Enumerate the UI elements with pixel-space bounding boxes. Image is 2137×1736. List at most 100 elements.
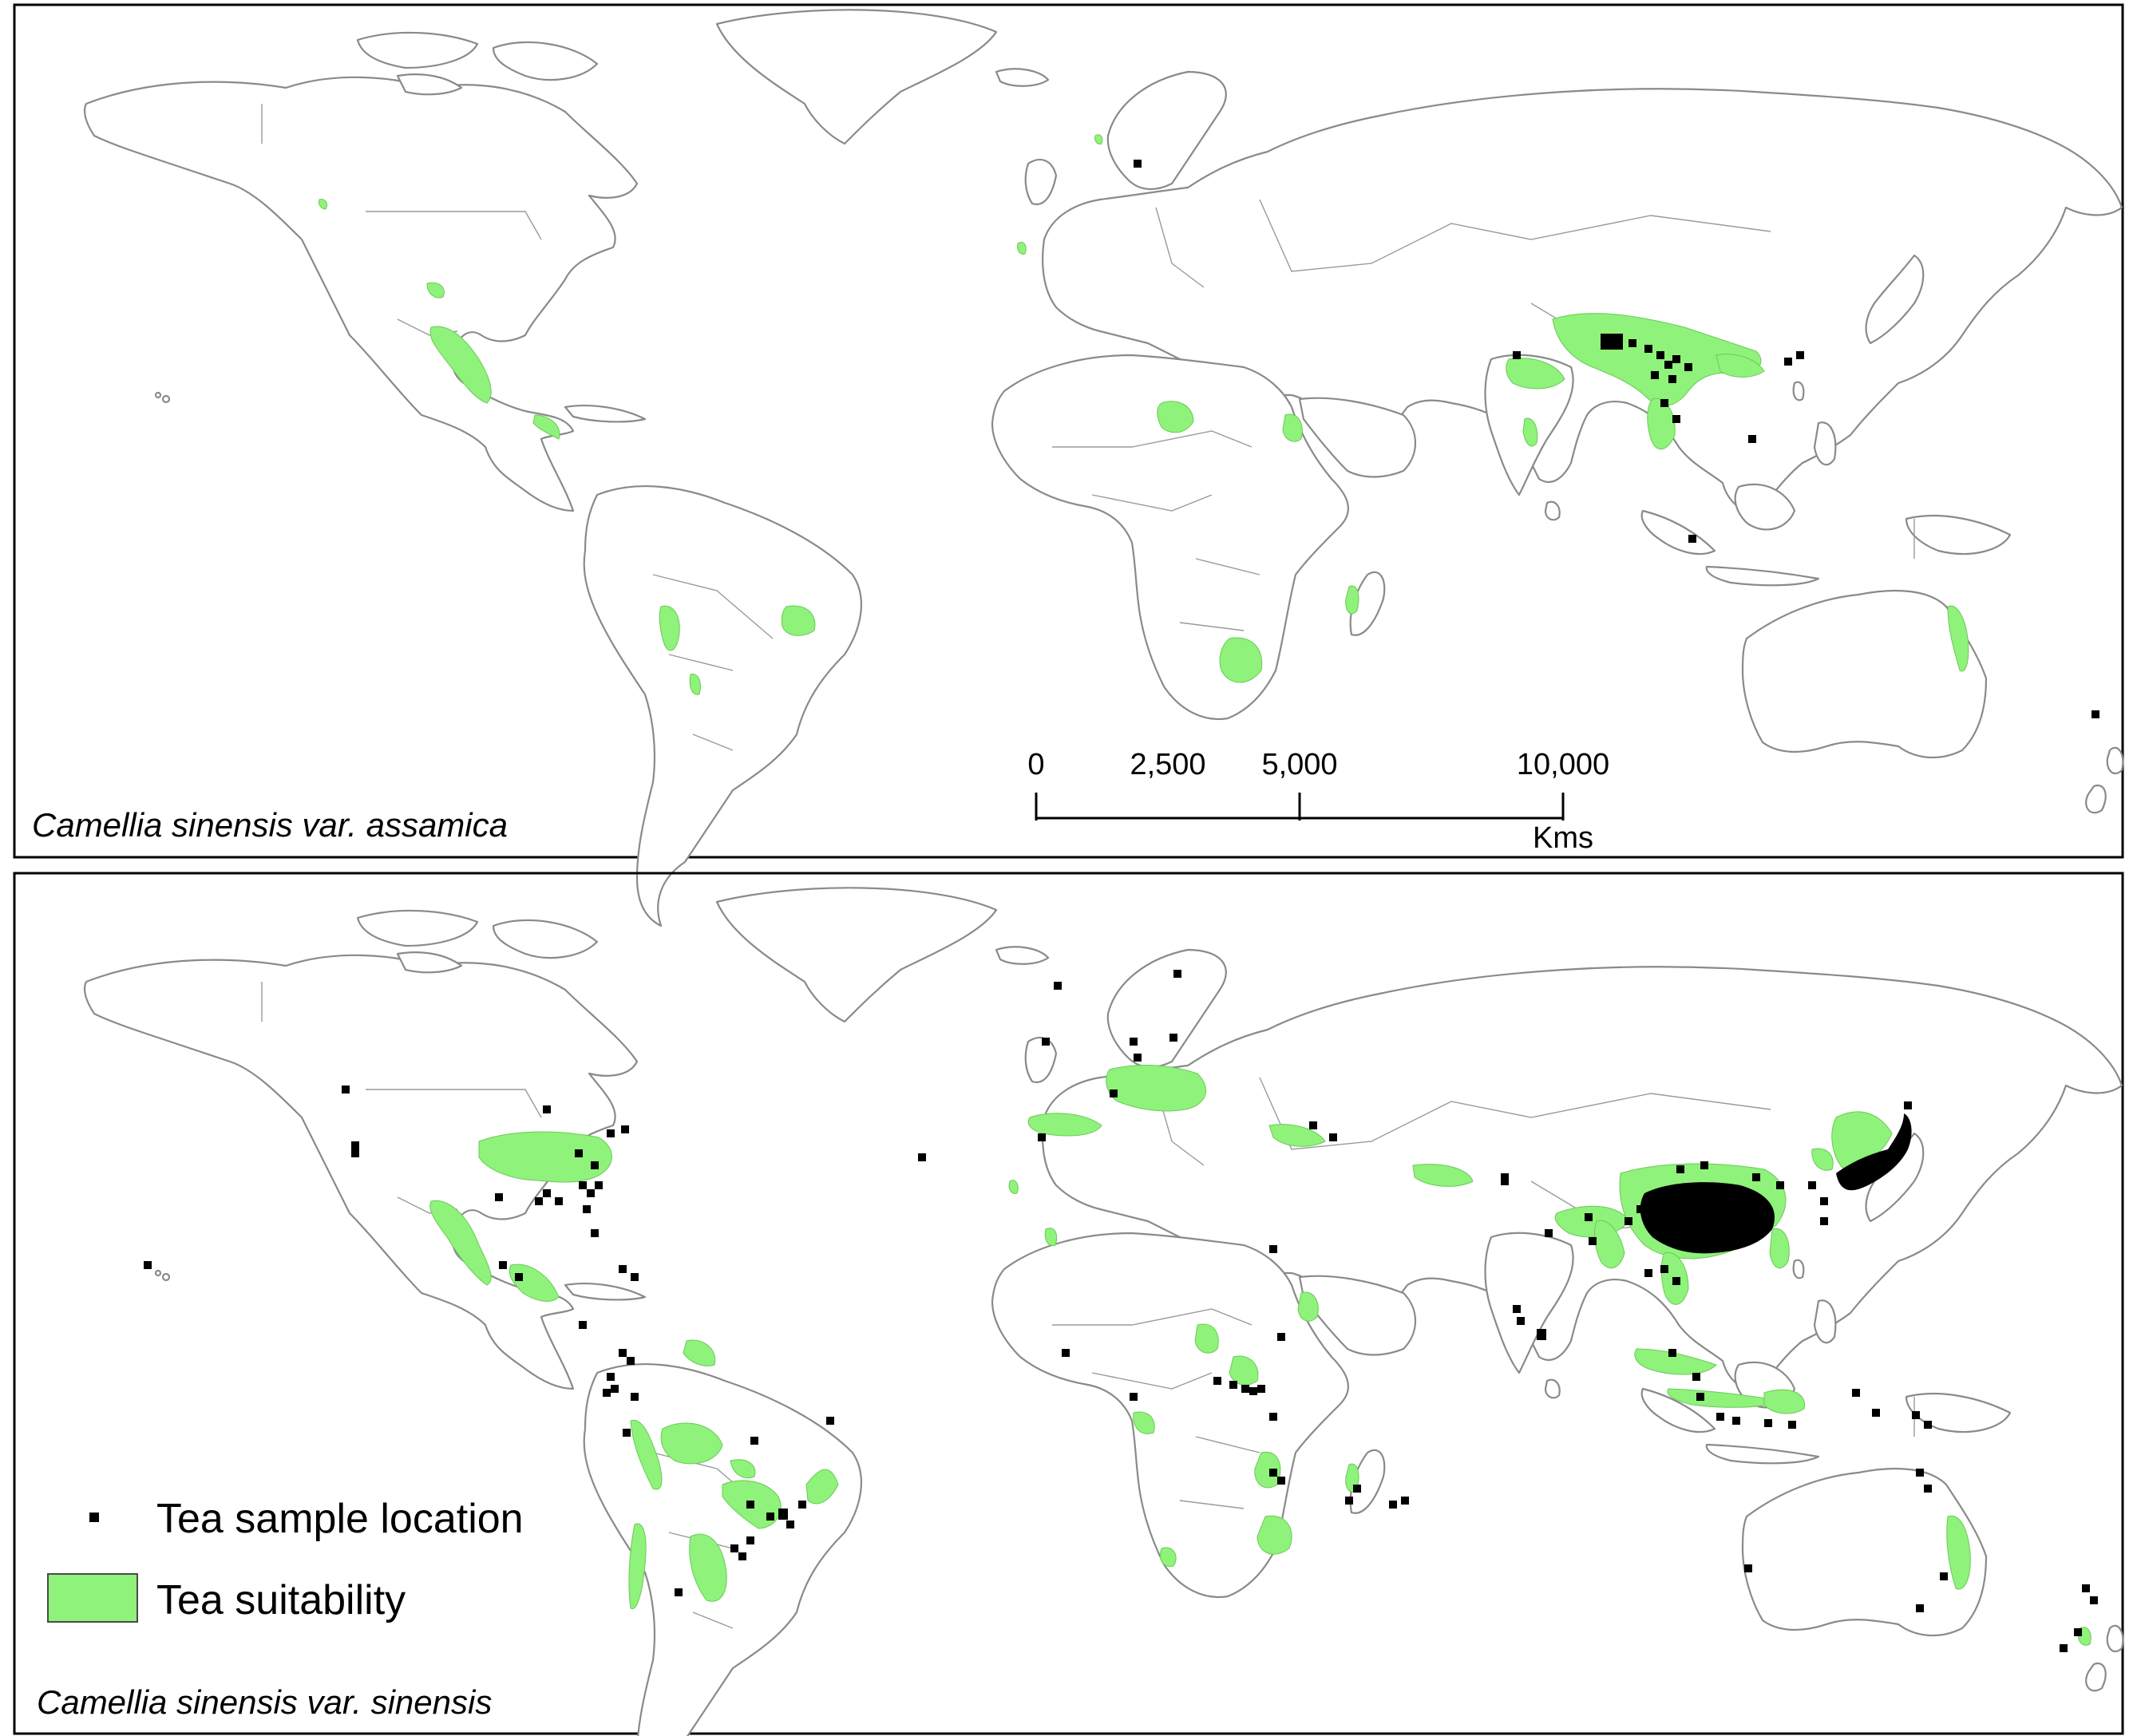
sample-point	[1110, 1089, 1118, 1097]
sample-point	[675, 1588, 683, 1596]
sample-point	[1696, 1393, 1704, 1401]
sample-point	[1784, 358, 1792, 366]
scale-tick-label: 0	[1027, 748, 1044, 781]
sample-point	[1636, 1205, 1644, 1213]
sample-point	[543, 1105, 551, 1113]
sample-point	[1130, 1393, 1138, 1401]
sample-point	[631, 1273, 639, 1281]
sample-point	[1820, 1217, 1828, 1225]
sample-point	[1744, 1564, 1752, 1572]
sample-point	[623, 1429, 631, 1437]
sample-point	[746, 1501, 754, 1509]
panel-assamica-frame	[13, 3, 2124, 859]
sample-point	[611, 1385, 619, 1393]
tea-sample-locations-sinensis	[144, 970, 2098, 1652]
sample-point	[2082, 1584, 2090, 1592]
sample-point	[1668, 375, 1676, 383]
sample-point	[1277, 1333, 1285, 1341]
sample-point	[1764, 1419, 1772, 1427]
sample-point	[607, 1373, 615, 1381]
sample-point	[1329, 1133, 1337, 1141]
tea-sample-locations-assamica	[1134, 160, 2099, 718]
sample-point	[1269, 1469, 1277, 1477]
sample-point	[1788, 1421, 1796, 1429]
sample-point	[1820, 1197, 1828, 1205]
sample-point	[778, 1509, 788, 1520]
sample-point	[1716, 1413, 1724, 1421]
sample-point	[619, 1349, 627, 1357]
sample-point	[1912, 1411, 1920, 1419]
sample-point	[1672, 355, 1680, 363]
sample-point	[2060, 1644, 2068, 1652]
panel-sinensis: Tea sample location Tea suitability Came…	[13, 872, 2124, 1736]
sample-point	[1924, 1421, 1932, 1429]
sample-point	[1345, 1497, 1353, 1505]
legend-suitability-label: Tea suitability	[156, 1577, 406, 1623]
sample-point	[1676, 1165, 1684, 1173]
sample-point	[621, 1125, 629, 1133]
sample-point	[1401, 1497, 1409, 1505]
sample-point	[351, 1141, 359, 1149]
sample-point	[583, 1205, 591, 1213]
sample-point	[1513, 1305, 1521, 1313]
sample-point	[750, 1437, 758, 1445]
sample-point	[1776, 1181, 1784, 1189]
panel-assamica: 0 2,500 5,000 10,000 Kms Camellia sinens…	[13, 3, 2124, 927]
sample-point	[535, 1197, 543, 1205]
sample-point	[1269, 1245, 1277, 1253]
sample-point	[543, 1189, 551, 1197]
sample-point	[1625, 1217, 1632, 1225]
sample-point	[1389, 1501, 1397, 1509]
sample-point	[515, 1273, 523, 1281]
sample-point	[1748, 435, 1756, 443]
sample-point	[351, 1149, 359, 1157]
sample-point	[826, 1417, 834, 1425]
sample-point	[595, 1181, 603, 1189]
sample-point	[1684, 363, 1692, 371]
sample-cluster-assam	[1601, 334, 1623, 350]
sample-point	[499, 1261, 507, 1269]
world-basemap-assamica	[83, 9, 2124, 927]
sample-point	[2090, 1596, 2098, 1604]
sample-point	[1852, 1389, 1860, 1397]
sample-point	[575, 1149, 583, 1157]
scale-unit-label: Kms	[1533, 821, 1593, 855]
sample-point	[798, 1501, 806, 1509]
legend-sample-symbol	[89, 1513, 99, 1522]
legend-sample-label: Tea sample location	[156, 1496, 524, 1542]
sample-point	[730, 1544, 738, 1552]
sample-point	[587, 1189, 595, 1197]
scale-tick-label: 2,500	[1130, 748, 1205, 781]
sample-point	[1872, 1409, 1880, 1417]
sample-point	[1309, 1121, 1317, 1129]
sample-point	[607, 1129, 615, 1137]
sample-point	[738, 1552, 746, 1560]
sample-point	[1062, 1349, 1070, 1357]
sample-point	[1038, 1133, 1046, 1141]
sample-point	[1229, 1381, 1237, 1389]
sample-point	[1585, 1213, 1593, 1221]
sample-point	[1916, 1469, 1924, 1477]
panel-sinensis-frame	[13, 872, 2124, 1735]
sample-point	[1916, 1604, 1924, 1612]
sample-point	[579, 1321, 587, 1329]
sample-point	[1545, 1229, 1553, 1237]
sample-point	[1130, 1038, 1138, 1046]
sample-point	[1664, 361, 1672, 369]
sample-point	[627, 1357, 635, 1365]
sample-point	[1700, 1161, 1708, 1169]
sample-point	[631, 1393, 639, 1401]
sample-point	[1277, 1477, 1285, 1485]
sample-point	[579, 1181, 587, 1189]
sample-point	[1249, 1387, 1257, 1395]
legend-suitability-swatch	[47, 1573, 138, 1623]
sample-point	[1241, 1385, 1249, 1393]
sample-point	[1660, 1265, 1668, 1273]
sample-point	[1672, 1277, 1680, 1285]
scale-tick-label: 5,000	[1261, 748, 1337, 781]
sample-point	[1644, 345, 1652, 353]
sample-point	[786, 1520, 794, 1528]
sample-point	[555, 1197, 563, 1205]
sample-point	[603, 1389, 611, 1397]
sample-point	[1628, 339, 1636, 347]
